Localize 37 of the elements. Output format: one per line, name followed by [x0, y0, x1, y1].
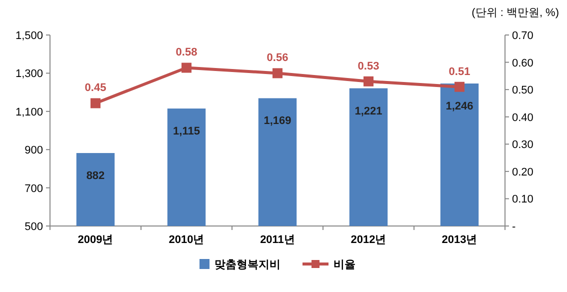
legend-label: 맞춤형복지비	[214, 259, 280, 271]
data-label: 0.53	[358, 60, 380, 72]
data-label: 0.58	[176, 46, 198, 59]
y2-tick-label: -	[512, 221, 516, 233]
x-tick-label: 2009년	[78, 234, 114, 246]
point	[364, 76, 374, 86]
data-label: 1,169	[264, 115, 292, 128]
legend-label: 비율	[334, 259, 356, 271]
y-tick-label: 1,500	[15, 30, 43, 42]
x-tick-label: 2011년	[260, 234, 295, 246]
data-label: 0.56	[266, 52, 288, 64]
y-tick-label: 700	[24, 182, 43, 195]
point	[272, 68, 282, 78]
y2-tick-label: 0.10	[512, 194, 534, 206]
y-tick-label: 1,300	[15, 68, 43, 80]
y2-tick-label: 0.40	[512, 112, 534, 124]
x-tick-label: 2010년	[168, 234, 204, 246]
data-label: 1,115	[173, 126, 200, 138]
data-label: 0.51	[448, 66, 470, 78]
point	[182, 62, 192, 73]
point	[454, 82, 464, 92]
y2-tick-label: 0.30	[512, 139, 534, 152]
y-tick-label: 500	[24, 221, 43, 233]
y-tick-label: 900	[24, 144, 43, 157]
y2-tick-label: 0.60	[512, 57, 534, 70]
y2-tick-label: 0.50	[512, 84, 534, 97]
point	[90, 98, 100, 108]
data-label: 1,221	[354, 105, 382, 118]
data-label: 0.45	[84, 82, 106, 94]
x-tick-label: 2013년	[442, 234, 478, 246]
data-label: 882	[86, 170, 105, 182]
y2-tick-label: 0.20	[512, 166, 534, 178]
x-tick-label: 2012년	[350, 234, 386, 246]
text: (단위 : 백만원, %)	[472, 7, 559, 19]
y-tick-label: 1,100	[15, 106, 43, 118]
y2-tick-label: 0.70	[512, 30, 534, 42]
data-label: 1,246	[446, 100, 474, 113]
